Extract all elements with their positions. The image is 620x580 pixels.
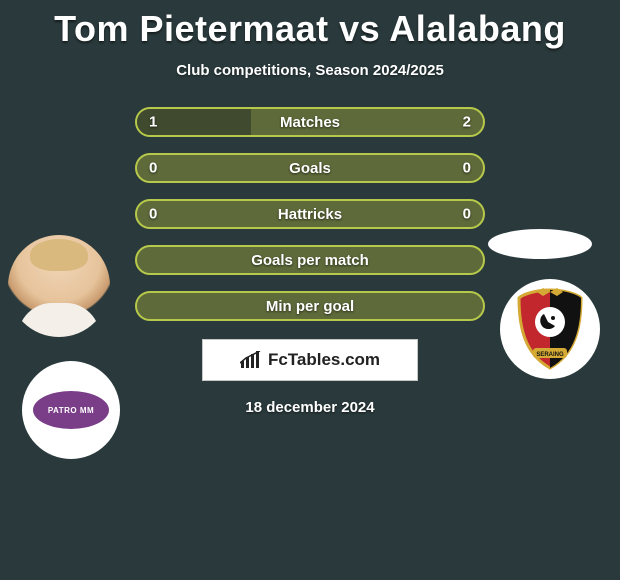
club-left-badge: PATRO MM [22, 361, 120, 459]
svg-text:SERAING: SERAING [536, 352, 564, 358]
source-logo-text: FcTables.com [268, 350, 380, 370]
stat-label: Goals [289, 160, 331, 177]
subtitle: Club competitions, Season 2024/2025 [0, 62, 620, 79]
stat-bar-min-per-goal: Min per goal [135, 291, 485, 321]
stat-right-value: 2 [463, 114, 471, 131]
player-left-avatar [8, 235, 110, 337]
stat-bar-hattricks: 0 Hattricks 0 [135, 199, 485, 229]
stat-left-value: 1 [149, 114, 157, 131]
barchart-icon [240, 351, 262, 369]
source-logo: FcTables.com [202, 339, 418, 381]
stat-label: Matches [280, 114, 340, 131]
stat-left-value: 0 [149, 206, 157, 223]
comparison-content: PATRO MM SERAING 1 Matches 2 0 G [0, 107, 620, 416]
stat-bars: 1 Matches 2 0 Goals 0 0 Hattricks 0 Goal… [135, 107, 485, 321]
stat-label: Hattricks [278, 206, 342, 223]
stat-bar-goals-per-match: Goals per match [135, 245, 485, 275]
club-right-badge: SERAING [500, 279, 600, 379]
stat-left-value: 0 [149, 160, 157, 177]
stat-bar-matches: 1 Matches 2 [135, 107, 485, 137]
stat-label: Min per goal [266, 298, 354, 315]
club-left-label: PATRO MM [33, 391, 109, 429]
stat-right-value: 0 [463, 160, 471, 177]
stat-bar-goals: 0 Goals 0 [135, 153, 485, 183]
page-title: Tom Pietermaat vs Alalabang [0, 0, 620, 50]
stat-label: Goals per match [251, 252, 369, 269]
shield-icon: SERAING [515, 288, 585, 370]
stat-right-value: 0 [463, 206, 471, 223]
player-right-placeholder [488, 229, 592, 259]
